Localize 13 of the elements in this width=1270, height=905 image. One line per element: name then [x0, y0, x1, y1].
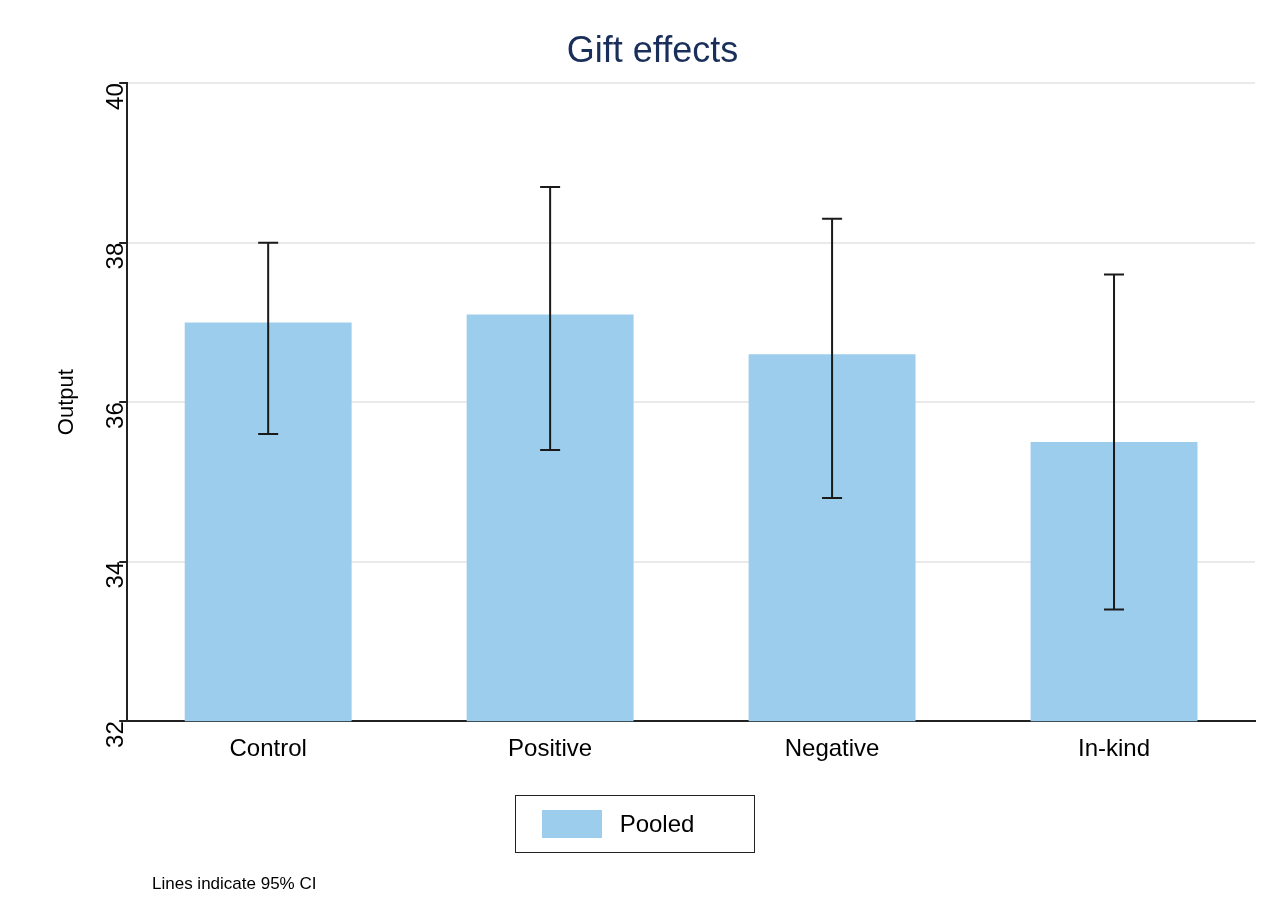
x-tick-label: Positive	[508, 734, 593, 762]
legend-label: Pooled	[619, 810, 695, 838]
x-tick-label: Negative	[784, 734, 880, 762]
x-tick-label: In-kind	[1078, 734, 1151, 762]
y-tick-label: 38	[100, 242, 128, 270]
y-tick-label: 36	[100, 402, 128, 429]
x-tick-label: Control	[229, 734, 307, 762]
y-tick-label: 32	[100, 721, 128, 748]
y-axis-title: Output	[53, 369, 79, 436]
text: Lines indicate 95% CI	[152, 873, 317, 893]
chart-title: Gift effects	[566, 28, 739, 70]
y-tick-label: 40	[100, 83, 128, 110]
y-tick-label: 34	[100, 561, 128, 589]
